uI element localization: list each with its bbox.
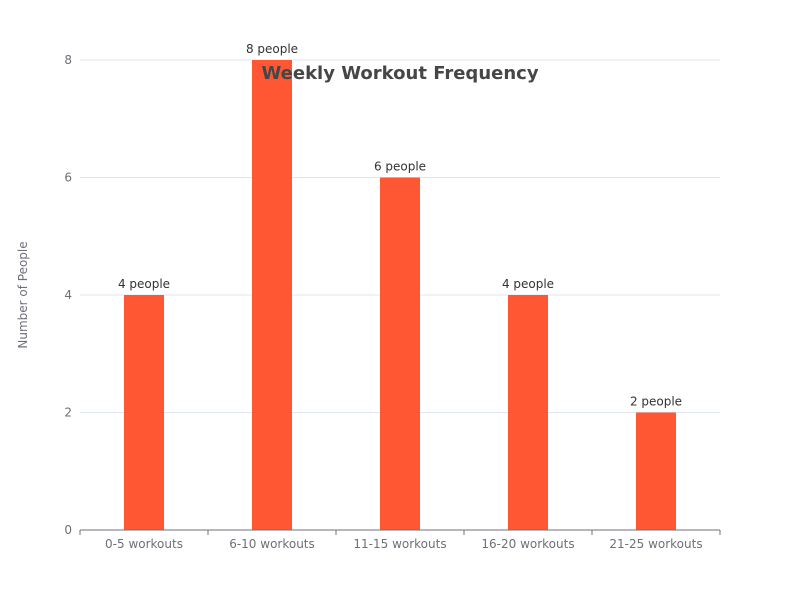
labels-layer: 4 people 8 people 6 people 4 people 2 people bbox=[118, 42, 682, 409]
data-label: 2 people bbox=[630, 395, 682, 409]
data-label: 4 people bbox=[118, 277, 170, 291]
x-tick-label: 21-25 workouts bbox=[609, 537, 702, 551]
bar bbox=[636, 412, 676, 530]
bar bbox=[252, 60, 292, 530]
x-tick-label: 11-15 workouts bbox=[353, 537, 446, 551]
y-tick-label: 4 bbox=[64, 288, 72, 302]
x-tick-label: 16-20 workouts bbox=[481, 537, 574, 551]
x-tick-label: 6-10 workouts bbox=[229, 537, 315, 551]
bar bbox=[124, 295, 164, 530]
x-tick-label: 0-5 workouts bbox=[105, 537, 183, 551]
data-label: 6 people bbox=[374, 160, 426, 174]
bar bbox=[508, 295, 548, 530]
data-label: 4 people bbox=[502, 277, 554, 291]
y-tick-label: 2 bbox=[64, 406, 72, 420]
data-label: 8 people bbox=[246, 42, 298, 56]
bar bbox=[380, 177, 420, 530]
y-tick-label: 8 bbox=[64, 53, 72, 67]
y-axis-title: Number of People bbox=[16, 241, 30, 348]
y-tick-label: 0 bbox=[64, 523, 72, 537]
y-tick-label: 6 bbox=[64, 171, 72, 185]
axis-layer: 0 2 4 6 8 0-5 workouts 6-10 workouts 11-15 work… bbox=[64, 53, 721, 551]
chart-title: Weekly Workout Frequency bbox=[261, 63, 538, 84]
bars-layer bbox=[124, 60, 676, 530]
